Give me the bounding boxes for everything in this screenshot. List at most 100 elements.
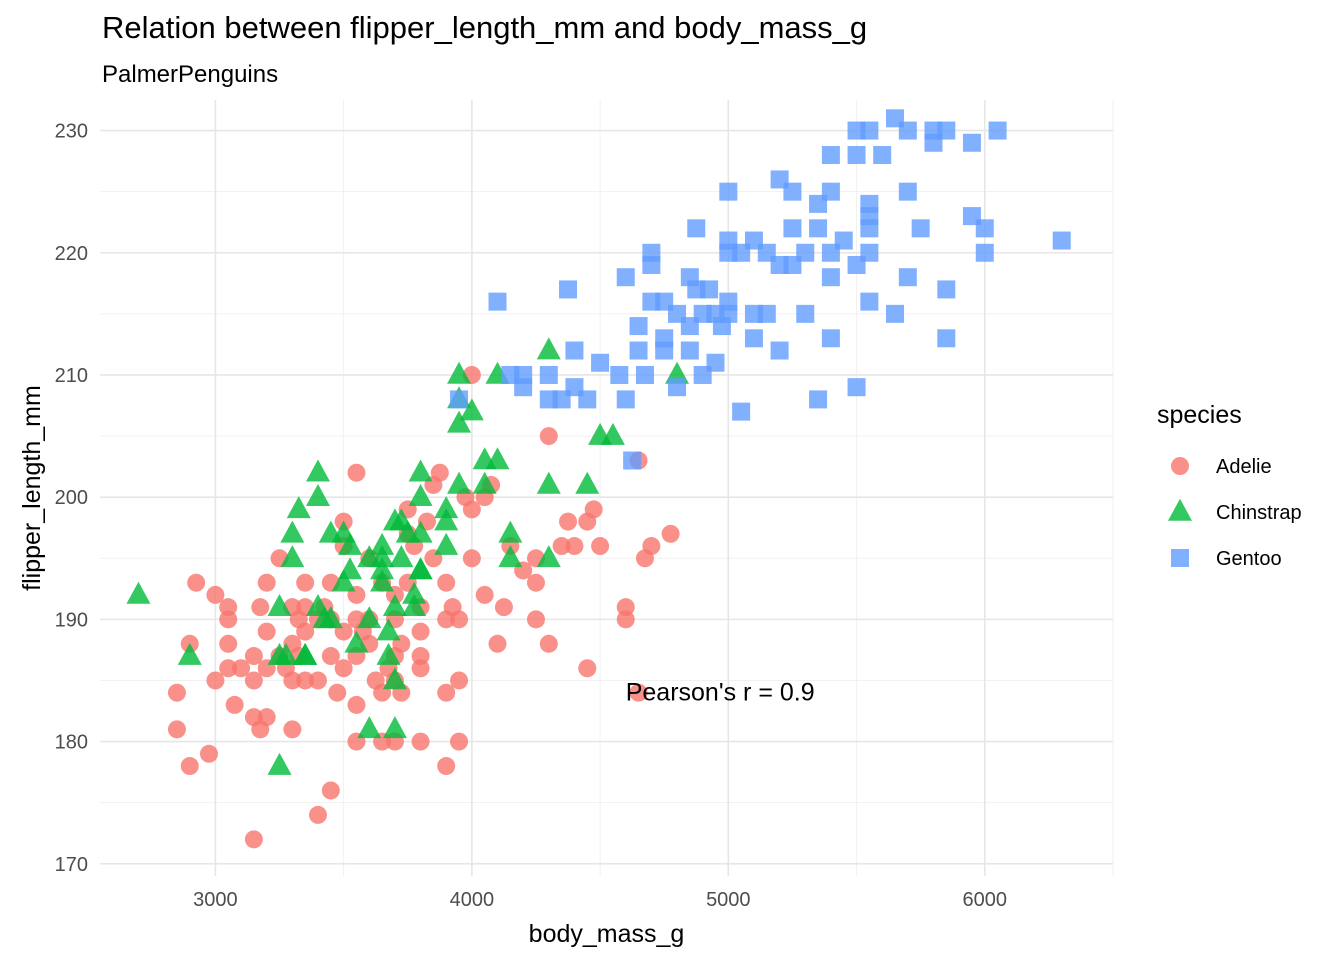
point-chinstrap xyxy=(344,630,369,653)
point-adelie xyxy=(411,622,430,641)
y-tick-label: 190 xyxy=(55,609,88,631)
point-chinstrap xyxy=(498,545,523,568)
point-chinstrap xyxy=(434,532,459,555)
point-chinstrap xyxy=(600,422,625,445)
point-adelie xyxy=(494,598,513,617)
y-tick-label: 180 xyxy=(55,732,88,754)
point-gentoo xyxy=(796,243,815,262)
point-gentoo xyxy=(937,280,956,299)
point-adelie xyxy=(167,683,186,702)
point-chinstrap xyxy=(331,569,356,592)
point-chinstrap xyxy=(434,508,459,531)
y-axis-label: flipper_length_mm xyxy=(18,385,46,591)
point-adelie xyxy=(219,659,238,678)
point-gentoo xyxy=(860,292,879,311)
point-gentoo xyxy=(860,121,879,140)
point-adelie xyxy=(296,622,315,641)
point-gentoo xyxy=(821,268,840,287)
point-adelie xyxy=(180,757,199,776)
point-gentoo xyxy=(847,378,866,397)
axes: 3000 4000 5000 6000 170 180 190 200 210 220 230 bod… xyxy=(18,121,1007,948)
point-gentoo xyxy=(629,341,648,360)
point-adelie xyxy=(251,598,270,617)
point-gentoo xyxy=(732,402,751,421)
point-chinstrap xyxy=(376,618,401,641)
point-chinstrap xyxy=(267,593,292,616)
point-adelie xyxy=(629,683,648,702)
point-gentoo xyxy=(514,378,533,397)
point-chinstrap xyxy=(177,642,202,665)
legend-key-chinstrap xyxy=(1168,498,1192,521)
point-gentoo xyxy=(821,329,840,348)
point-gentoo xyxy=(860,194,879,213)
legend-title: species xyxy=(1157,401,1242,429)
pearson-annotation: Pearson's r = 0.9 xyxy=(626,679,815,707)
point-gentoo xyxy=(847,145,866,164)
point-gentoo xyxy=(680,341,699,360)
chart-subtitle: PalmerPenguins xyxy=(102,61,279,88)
point-adelie xyxy=(539,427,558,446)
point-adelie xyxy=(462,549,481,568)
point-gentoo xyxy=(744,329,763,348)
point-gentoo xyxy=(1052,231,1071,250)
y-tick-label: 230 xyxy=(55,121,88,143)
point-gentoo xyxy=(821,182,840,201)
x-tick-label: 5000 xyxy=(706,889,751,911)
point-chinstrap xyxy=(280,520,305,543)
x-tick-label: 4000 xyxy=(450,889,495,911)
x-tick-label: 3000 xyxy=(193,889,238,911)
point-chinstrap xyxy=(305,459,330,482)
point-gentoo xyxy=(706,353,725,372)
point-adelie xyxy=(559,512,578,531)
point-adelie xyxy=(296,573,315,592)
point-chinstrap xyxy=(408,483,433,506)
point-adelie xyxy=(347,463,366,482)
point-chinstrap xyxy=(447,410,472,433)
point-adelie xyxy=(450,732,469,751)
point-chinstrap xyxy=(382,593,407,616)
point-adelie xyxy=(206,671,225,690)
point-chinstrap xyxy=(389,545,414,568)
point-adelie xyxy=(244,647,263,666)
point-gentoo xyxy=(635,365,654,384)
point-chinstrap xyxy=(408,459,433,482)
point-chinstrap xyxy=(536,471,561,494)
point-gentoo xyxy=(757,304,776,323)
point-chinstrap xyxy=(293,642,318,665)
point-adelie xyxy=(283,671,302,690)
point-chinstrap xyxy=(536,337,561,360)
point-chinstrap xyxy=(126,581,151,604)
point-adelie xyxy=(488,634,507,653)
point-gentoo xyxy=(655,329,674,348)
point-adelie xyxy=(578,659,597,678)
point-adelie xyxy=(616,610,635,629)
point-adelie xyxy=(187,573,206,592)
point-chinstrap xyxy=(370,569,395,592)
point-chinstrap xyxy=(498,520,523,543)
point-gentoo xyxy=(450,390,469,409)
point-chinstrap xyxy=(370,532,395,555)
point-gentoo xyxy=(975,243,994,262)
point-chinstrap xyxy=(376,642,401,665)
point-gentoo xyxy=(898,182,917,201)
point-gentoo xyxy=(796,304,815,323)
point-gentoo xyxy=(886,304,905,323)
point-gentoo xyxy=(770,341,789,360)
chart-title: Relation between flipper_length_mm and b… xyxy=(102,10,868,45)
point-adelie xyxy=(308,805,327,824)
point-adelie xyxy=(450,671,469,690)
point-chinstrap xyxy=(267,752,292,775)
point-gentoo xyxy=(988,121,1007,140)
point-adelie xyxy=(642,537,661,556)
point-gentoo xyxy=(565,341,584,360)
y-tick-label: 210 xyxy=(55,365,88,387)
legend-label-chinstrap: Chinstrap xyxy=(1216,502,1302,524)
point-adelie xyxy=(661,524,680,543)
point-gentoo xyxy=(898,268,917,287)
legend-key-adelie xyxy=(1171,457,1189,475)
point-adelie xyxy=(347,695,366,714)
point-chinstrap xyxy=(370,557,395,580)
point-adelie xyxy=(257,573,276,592)
